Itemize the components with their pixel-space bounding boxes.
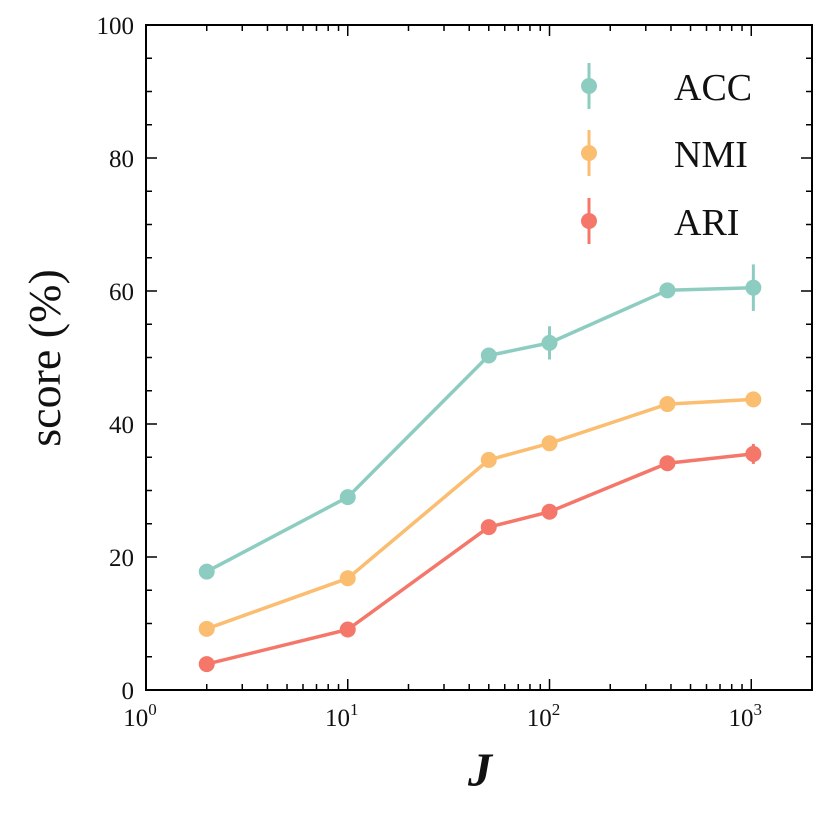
x-tick-label: 101	[325, 700, 359, 732]
x-tick-label: 103	[729, 700, 763, 732]
y-axis-title: score (%)	[19, 269, 70, 447]
legend-marker-nmi	[581, 145, 597, 161]
series-line-nmi	[206, 397, 754, 631]
series-line-ari	[206, 452, 754, 666]
data-point-ari	[745, 445, 762, 462]
series-line-acc	[205, 285, 754, 574]
data-point-acc	[480, 347, 497, 364]
y-tick-label: 0	[122, 678, 135, 705]
y-tick-label: 20	[109, 545, 134, 572]
x-tick-label: 102	[527, 700, 561, 732]
data-point-acc	[339, 489, 356, 506]
y-tick-label: 100	[97, 13, 135, 40]
data-point-acc	[198, 563, 215, 580]
legend-label-acc: ACC	[674, 67, 752, 109]
y-tick-label: 60	[109, 279, 134, 306]
y-tick-label: 40	[109, 412, 134, 439]
data-point-acc	[541, 334, 558, 351]
data-point-nmi	[541, 435, 558, 452]
y-tick-label: 80	[109, 146, 134, 173]
data-point-ari	[659, 455, 676, 472]
data-point-nmi	[339, 570, 356, 587]
data-point-acc	[745, 279, 762, 296]
data-point-nmi	[745, 391, 762, 408]
data-point-ari	[480, 519, 497, 536]
data-point-nmi	[198, 620, 215, 637]
data-point-acc	[659, 282, 676, 299]
legend-label-ari: ARI	[674, 202, 739, 244]
data-point-ari	[339, 621, 356, 638]
data-point-ari	[198, 656, 215, 673]
plot-frame	[145, 24, 813, 691]
data-point-ari	[541, 503, 558, 520]
x-axis-title: J	[467, 744, 494, 797]
legend-label-nmi: NMI	[674, 134, 748, 176]
x-tick-label: 100	[123, 700, 157, 732]
data-point-nmi	[659, 396, 676, 413]
legend-marker-ari	[581, 213, 597, 229]
data-point-nmi	[480, 451, 497, 468]
legend-marker-acc	[581, 78, 597, 94]
